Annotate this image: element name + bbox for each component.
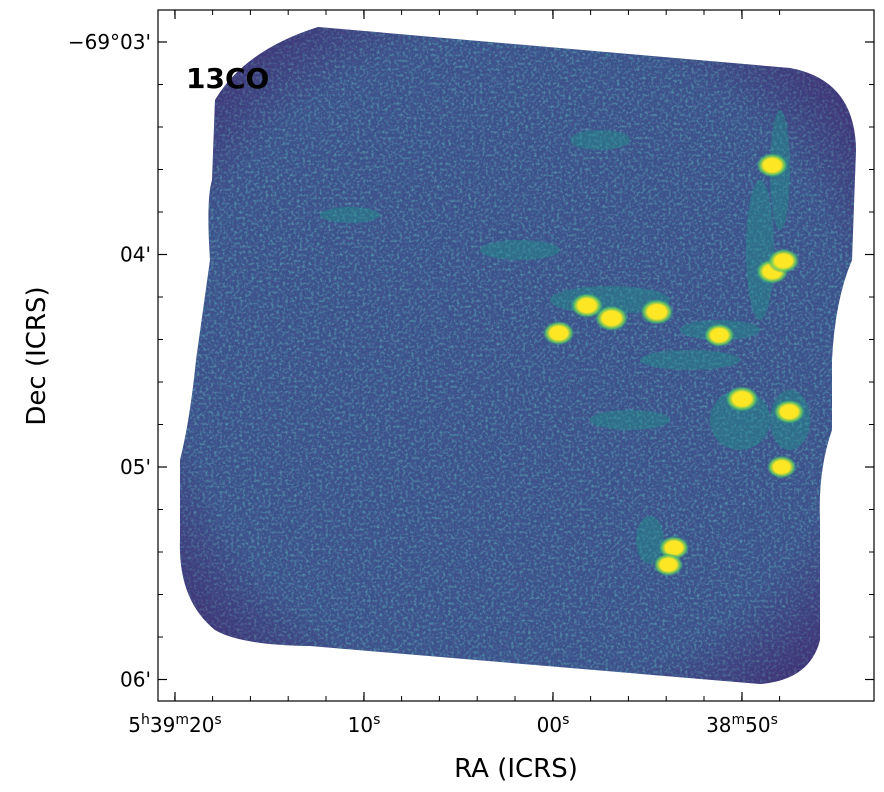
bright-clumps bbox=[320, 110, 810, 577]
axes-frame bbox=[157, 9, 875, 702]
bright-clump bbox=[766, 455, 797, 479]
y-tick-label: 06' bbox=[120, 668, 151, 692]
y-tick-label: 05' bbox=[120, 455, 151, 479]
faint-emission bbox=[590, 410, 670, 430]
bright-clump bbox=[570, 292, 604, 319]
bright-clump bbox=[725, 386, 759, 412]
faint-emission bbox=[320, 207, 380, 223]
x-tick-label: 10s bbox=[348, 712, 381, 737]
bright-clump bbox=[773, 399, 806, 425]
y-axis-title: Dec (ICRS) bbox=[22, 286, 52, 425]
x-tick-label: 38m50s bbox=[706, 712, 778, 737]
faint-emission bbox=[640, 350, 740, 370]
x-axis: 5h39m20s 10s 00s 38m50s bbox=[128, 10, 781, 737]
heatmap-image bbox=[179, 27, 856, 684]
bright-clump bbox=[756, 152, 789, 178]
panel-label-13co: 13CO bbox=[186, 62, 269, 95]
x-axis-title: RA (ICRS) bbox=[454, 754, 578, 784]
bright-clump bbox=[653, 553, 684, 577]
faint-emission bbox=[746, 180, 774, 320]
y-axis: −69°03' 04' 05' 06' bbox=[68, 30, 874, 692]
faint-emission bbox=[570, 130, 630, 150]
bright-clump bbox=[542, 320, 575, 346]
y-tick-label: 04' bbox=[120, 243, 151, 267]
faint-emission bbox=[636, 516, 664, 564]
bright-clump bbox=[594, 305, 629, 332]
heatmap-edge-shade bbox=[179, 27, 856, 684]
x-tick-label: 5h39m20s bbox=[128, 712, 221, 737]
bright-clump bbox=[640, 298, 674, 325]
bright-clump bbox=[703, 323, 735, 348]
faint-emission bbox=[480, 240, 560, 260]
bright-clump bbox=[767, 248, 800, 274]
x-tick-label: 00s bbox=[537, 712, 570, 737]
y-tick-label: −69°03' bbox=[68, 30, 151, 54]
